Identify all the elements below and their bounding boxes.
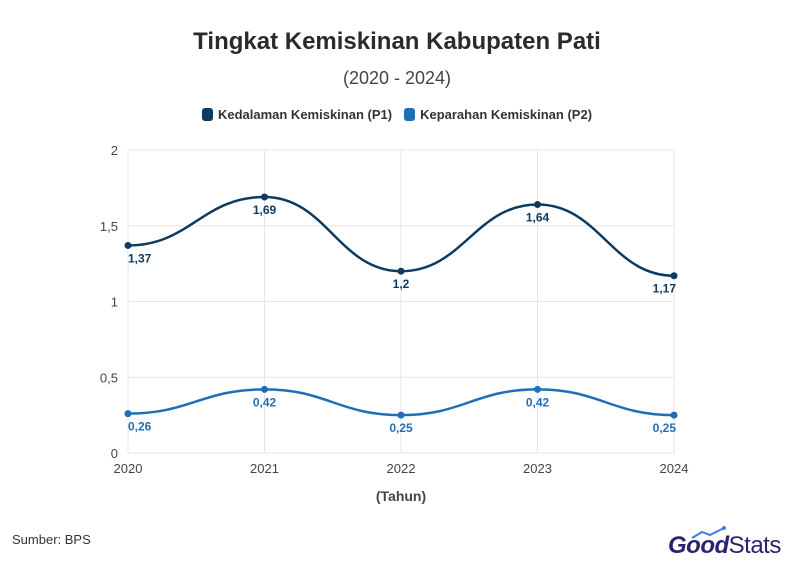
legend-swatch-p2 — [404, 108, 416, 121]
data-label: 0,25 — [389, 421, 413, 435]
data-point — [124, 241, 132, 249]
data-label: 1,64 — [526, 211, 550, 225]
data-label: 1,37 — [128, 251, 152, 265]
x-tick-label: 2020 — [114, 461, 143, 476]
data-label: 0,26 — [128, 420, 152, 434]
data-point — [397, 267, 405, 275]
data-label: 0,25 — [653, 421, 677, 435]
source-note: Sumber: BPS — [12, 532, 91, 547]
logo-stats: Stats — [728, 532, 782, 559]
data-label: 0,42 — [526, 395, 550, 409]
legend-label-p1: Kedalaman Kemiskinan (P1) — [217, 107, 393, 122]
chart-grid — [127, 149, 675, 454]
data-point — [261, 193, 268, 201]
goodstats-logo: GoodStats — [668, 526, 782, 560]
x-tick-label: 2021 — [250, 461, 279, 476]
chart-subtitle: (2020 - 2024) — [342, 68, 452, 88]
data-label: 1,2 — [393, 277, 410, 291]
legend-item-p1[interactable]: Kedalaman Kemiskinan (P1) — [201, 107, 393, 122]
y-tick-label: 1 — [111, 295, 118, 310]
data-point — [124, 410, 132, 418]
logo-good: Good — [668, 532, 729, 559]
y-tick-label: 1,5 — [100, 219, 118, 234]
data-label: 1,17 — [653, 282, 677, 296]
x-tick-label: 2022 — [387, 461, 416, 476]
x-tick-label: 2024 — [660, 461, 689, 476]
data-point — [397, 411, 405, 419]
data-point — [534, 385, 541, 393]
legend-swatch-p1 — [201, 108, 213, 121]
legend-item-p2[interactable]: Keparahan Kemiskinan (P2) — [404, 107, 592, 122]
chart-axes: 0 0,5 1 1,5 2 2020 2021 2022 2023 2024 — [100, 143, 689, 476]
data-point — [670, 272, 678, 280]
y-tick-label: 2 — [111, 143, 118, 158]
y-tick-label: 0 — [111, 446, 118, 461]
x-tick-label: 2023 — [523, 461, 552, 476]
chart-plot-area: 1,37 1,69 1,2 1,64 1,17 0,26 0,42 0,25 0,42 0,25 — [124, 193, 678, 435]
data-point — [534, 201, 541, 209]
data-label: 0,42 — [253, 395, 277, 409]
chart-legend: Kedalaman Kemiskinan (P1) Keparahan Kemi… — [0, 107, 794, 122]
data-point — [261, 385, 268, 393]
trend-arrow-icon — [691, 526, 726, 539]
chart-title: Tingkat Kemiskinan Kabupaten Pati — [193, 28, 601, 55]
data-point — [670, 411, 678, 419]
y-tick-label: 0,5 — [100, 370, 118, 385]
legend-label-p2: Keparahan Kemiskinan (P2) — [420, 107, 593, 122]
x-axis-title: (Tahun) — [376, 488, 426, 504]
data-label: 1,69 — [253, 203, 277, 217]
